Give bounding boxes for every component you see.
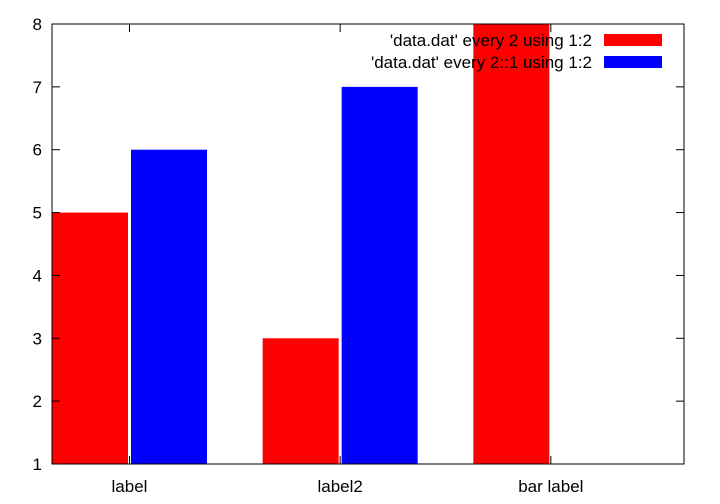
y-tick-label: 7 <box>33 78 42 97</box>
axes-layer: 1 2 3 4 5 6 7 8 label label2 bar label <box>33 15 685 496</box>
x-tick-label: label <box>112 477 148 496</box>
y-tick-label: 8 <box>33 15 42 34</box>
legend: 'data.dat' every 2 using 1:2 'data.dat' e… <box>371 31 662 72</box>
bar-2-label2 <box>341 86 418 464</box>
y-tick-label: 2 <box>33 392 42 411</box>
y-tick-label: 6 <box>33 141 42 160</box>
legend-swatch-1 <box>604 34 662 46</box>
legend-label-1: 'data.dat' every 2 using 1:2 <box>390 31 592 50</box>
legend-swatch-2 <box>604 56 662 68</box>
y-tick-label: 1 <box>33 455 42 474</box>
bar-1-label <box>52 212 128 464</box>
y-tick-label: 5 <box>33 204 42 223</box>
bars-layer <box>52 24 550 464</box>
plot-border <box>51 23 685 465</box>
bar-1-bar-label <box>473 24 550 464</box>
x-tick-label: bar label <box>518 477 583 496</box>
bar-2-label <box>131 149 207 464</box>
x-tick-label: label2 <box>317 477 362 496</box>
legend-label-2: 'data.dat' every 2::1 using 1:2 <box>371 53 592 72</box>
y-tick-label: 3 <box>33 329 42 348</box>
y-tick-label: 4 <box>33 266 42 285</box>
bar-1-label2 <box>262 338 339 464</box>
